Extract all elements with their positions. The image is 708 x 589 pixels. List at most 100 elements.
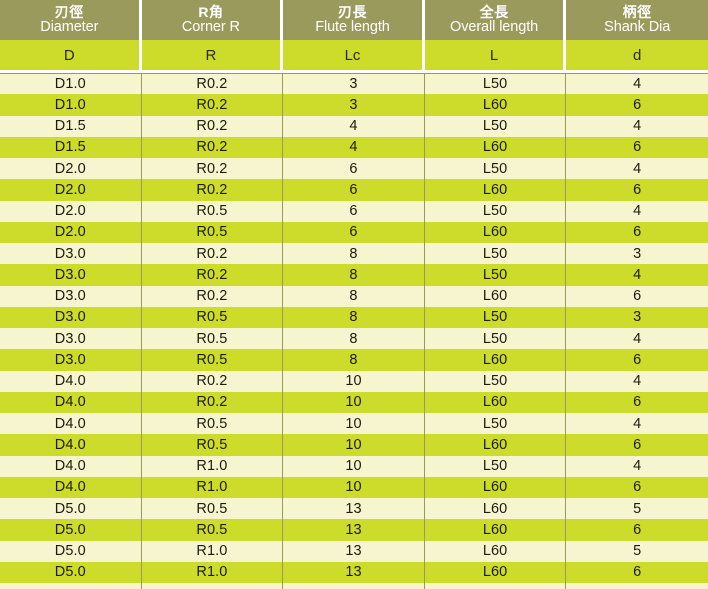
column-header-4: 柄徑 Shank Dia bbox=[566, 0, 708, 40]
table-cell-7-0: D2.0 bbox=[0, 221, 142, 243]
table-cell-8-2: 8 bbox=[283, 243, 425, 265]
table-cell-21-0: D5.0 bbox=[0, 519, 142, 541]
table-cell-16-4: 4 bbox=[633, 415, 642, 432]
table-cell-3-2: 4 bbox=[283, 136, 425, 158]
column-header-2: 刃長 Flute length bbox=[283, 0, 425, 40]
table-cell-9-1: R0.2 bbox=[142, 264, 284, 286]
table-cell-18-1: R1.0 bbox=[142, 455, 284, 477]
table-cell-17-0: D4.0 bbox=[0, 434, 142, 456]
table-cell-17-3: L60 bbox=[425, 434, 567, 456]
table-cell-15-4: 6 bbox=[633, 394, 642, 411]
table-cell-14-0: D4.0 bbox=[0, 370, 142, 392]
table-cell-11-4: 3 bbox=[633, 309, 642, 326]
table-cell-16-1: R0.5 bbox=[142, 413, 284, 435]
table-row: D4.0 R0.5 10 L60 6 bbox=[0, 434, 708, 456]
column-header-1: R角 Corner R bbox=[141, 0, 284, 40]
column-header-cn-3: 全長 bbox=[479, 4, 509, 21]
table-cell-13-3: L60 bbox=[425, 349, 567, 371]
table-cell-12-3: L50 bbox=[425, 328, 567, 350]
table-cell-1-2: 3 bbox=[283, 94, 425, 116]
table-cell-14-4: 4 bbox=[633, 373, 642, 390]
table-cell-21-4: 6 bbox=[633, 521, 642, 538]
table-cell-8-4: 3 bbox=[633, 245, 642, 262]
table-row: D1.5 R0.2 4 L60 6 bbox=[0, 136, 708, 158]
table-cell-4-2: 6 bbox=[283, 158, 425, 180]
table-cell-23-1: R1.0 bbox=[142, 561, 284, 583]
filler-cell-1 bbox=[142, 583, 284, 589]
table-cell-12-0: D3.0 bbox=[0, 328, 142, 350]
table-cell-23-2: 13 bbox=[283, 561, 425, 583]
table-cell-2-4: 4 bbox=[633, 118, 642, 135]
table-cell-8-1: R0.2 bbox=[142, 243, 284, 265]
filler-cell-2 bbox=[283, 583, 425, 589]
table-row: D2.0 R0.2 6 L60 6 bbox=[0, 179, 708, 201]
table-cell-15-0: D4.0 bbox=[0, 391, 142, 413]
table-cell-18-2: 10 bbox=[283, 455, 425, 477]
column-header-cn-2: 刃長 bbox=[337, 4, 367, 21]
table-cell-3-3: L60 bbox=[425, 136, 567, 158]
table-cell-11-0: D3.0 bbox=[0, 306, 142, 328]
table-cell-10-2: 8 bbox=[283, 285, 425, 307]
table-cell-11-2: 8 bbox=[283, 306, 425, 328]
column-header-cn-1: R角 bbox=[198, 4, 224, 21]
table-cell-12-4: 4 bbox=[633, 330, 642, 347]
table-cell-22-1: R1.0 bbox=[142, 540, 284, 562]
column-header-en-2: Flute length bbox=[315, 19, 390, 36]
table-cell-12-1: R0.5 bbox=[142, 328, 284, 350]
header-divider bbox=[0, 70, 708, 73]
table-cell-7-1: R0.5 bbox=[142, 221, 284, 243]
table-cell-7-3: L60 bbox=[425, 221, 567, 243]
table-cell-3-4: 6 bbox=[633, 139, 642, 156]
table-cell-1-0: D1.0 bbox=[0, 94, 142, 116]
table-cell-6-1: R0.5 bbox=[142, 200, 284, 222]
table-row: D3.0 R0.5 8 L50 4 bbox=[0, 328, 708, 350]
table-cell-3-1: R0.2 bbox=[142, 136, 284, 158]
table-cell-21-2: 13 bbox=[283, 519, 425, 541]
table-cell-17-4: 6 bbox=[633, 436, 642, 453]
table-cell-20-4: 5 bbox=[633, 500, 642, 517]
table-cell-2-2: 4 bbox=[283, 115, 425, 137]
table-cell-19-1: R1.0 bbox=[142, 476, 284, 498]
table-cell-5-0: D2.0 bbox=[0, 179, 142, 201]
table-cell-21-3: L60 bbox=[425, 519, 567, 541]
table-cell-19-2: 10 bbox=[283, 476, 425, 498]
filler-cell-3 bbox=[425, 583, 567, 589]
column-header-en-4: Shank Dia bbox=[604, 19, 671, 36]
table-cell-16-2: 10 bbox=[283, 413, 425, 435]
table-cell-19-4: 6 bbox=[633, 479, 642, 496]
table-cell-2-1: R0.2 bbox=[142, 115, 284, 137]
table-cell-20-1: R0.5 bbox=[142, 498, 284, 520]
table-cell-20-2: 13 bbox=[283, 498, 425, 520]
column-header-3: 全長 Overall length bbox=[424, 0, 567, 40]
table-cell-20-0: D5.0 bbox=[0, 498, 142, 520]
table-cell-18-3: L50 bbox=[425, 455, 567, 477]
table-cell-13-1: R0.5 bbox=[142, 349, 284, 371]
table-cell-3-0: D1.5 bbox=[0, 136, 142, 158]
table-cell-0-4: 4 bbox=[633, 75, 642, 92]
table-cell-7-2: 6 bbox=[283, 221, 425, 243]
table-row: D5.0 R1.0 13 L60 6 bbox=[0, 561, 708, 583]
table-row: D4.0 R0.2 10 L50 4 bbox=[0, 370, 708, 392]
table-row: D4.0 R0.2 10 L60 6 bbox=[0, 391, 708, 413]
table-cell-5-1: R0.2 bbox=[142, 179, 284, 201]
table-cell-1-3: L60 bbox=[425, 94, 567, 116]
header-title-row: 刃徑 Diameter R角 Corner R 刃長 Flute length 全長 Over… bbox=[0, 0, 708, 40]
table-cell-14-2: 10 bbox=[283, 370, 425, 392]
table-cell-1-4: 6 bbox=[633, 96, 642, 113]
table-row: D4.0 R1.0 10 L60 6 bbox=[0, 476, 708, 498]
table-cell-2-0: D1.5 bbox=[0, 115, 142, 137]
table-row: D1.0 R0.2 3 L60 6 bbox=[0, 94, 708, 116]
table-row: D3.0 R0.2 8 L50 4 bbox=[0, 264, 708, 286]
table-cell-14-1: R0.2 bbox=[142, 370, 284, 392]
table-row: D5.0 R1.0 13 L60 5 bbox=[0, 540, 708, 562]
table-cell-16-3: L50 bbox=[425, 413, 567, 435]
table-cell-8-0: D3.0 bbox=[0, 243, 142, 265]
column-header-en-1: Corner R bbox=[181, 19, 240, 36]
table-cell-8-3: L50 bbox=[425, 243, 567, 265]
table-cell-19-0: D4.0 bbox=[0, 476, 142, 498]
table-row: D2.0 R0.2 6 L50 4 bbox=[0, 158, 708, 180]
column-symbol-0: D bbox=[0, 40, 142, 70]
table-cell-23-3: L60 bbox=[425, 561, 567, 583]
table-cell-15-1: R0.2 bbox=[142, 391, 284, 413]
